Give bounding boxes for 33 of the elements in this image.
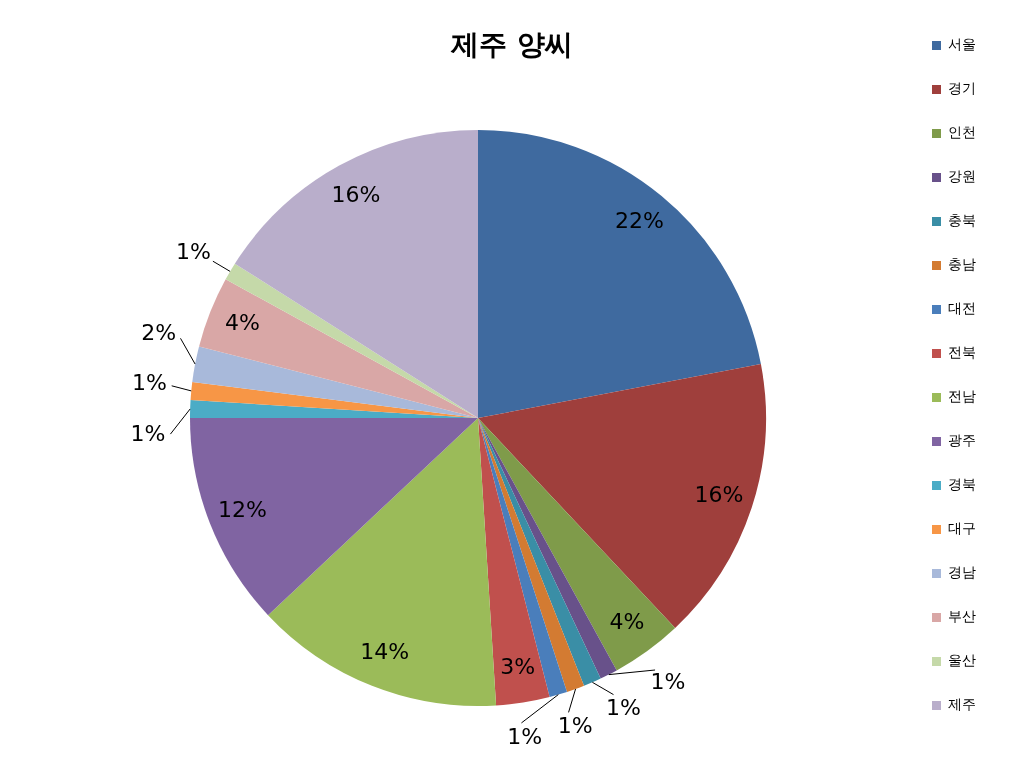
data-label: 1% xyxy=(130,420,166,446)
legend-label: 광주 xyxy=(948,432,976,449)
data-label: 12% xyxy=(217,497,267,523)
data-label: 3% xyxy=(500,654,536,680)
chart-title: 제주 양씨 xyxy=(450,28,573,62)
data-label: 22% xyxy=(615,208,664,234)
data-label: 1% xyxy=(507,724,543,750)
data-label: 1% xyxy=(605,694,641,720)
data-label: 14% xyxy=(360,639,410,665)
legend-label: 충북 xyxy=(948,212,976,229)
data-label: 4% xyxy=(609,608,645,634)
legend-label: 울산 xyxy=(948,652,976,669)
legend-label: 서울 xyxy=(948,36,976,53)
data-label: 1% xyxy=(176,238,212,264)
data-label: 4% xyxy=(224,310,260,336)
data-label: 16% xyxy=(694,482,744,508)
legend-label: 대전 xyxy=(948,300,976,317)
data-label: 1% xyxy=(650,668,686,694)
legend-label: 전남 xyxy=(948,388,976,405)
legend-label: 인천 xyxy=(948,124,976,141)
legend-label: 경기 xyxy=(948,80,976,97)
data-label: 1% xyxy=(131,369,167,395)
legend-label: 대구 xyxy=(948,520,976,537)
data-label: 1% xyxy=(557,713,593,739)
legend-label: 강원 xyxy=(948,168,976,185)
legend-label: 부산 xyxy=(948,608,976,625)
data-label: 16% xyxy=(331,181,381,207)
legend-label: 경남 xyxy=(948,564,976,581)
data-label: 2% xyxy=(141,319,177,345)
legend-label: 제주 xyxy=(948,696,976,713)
legend-label: 충남 xyxy=(948,256,976,273)
legend-label: 경북 xyxy=(948,476,976,493)
legend-label: 전북 xyxy=(948,344,976,361)
